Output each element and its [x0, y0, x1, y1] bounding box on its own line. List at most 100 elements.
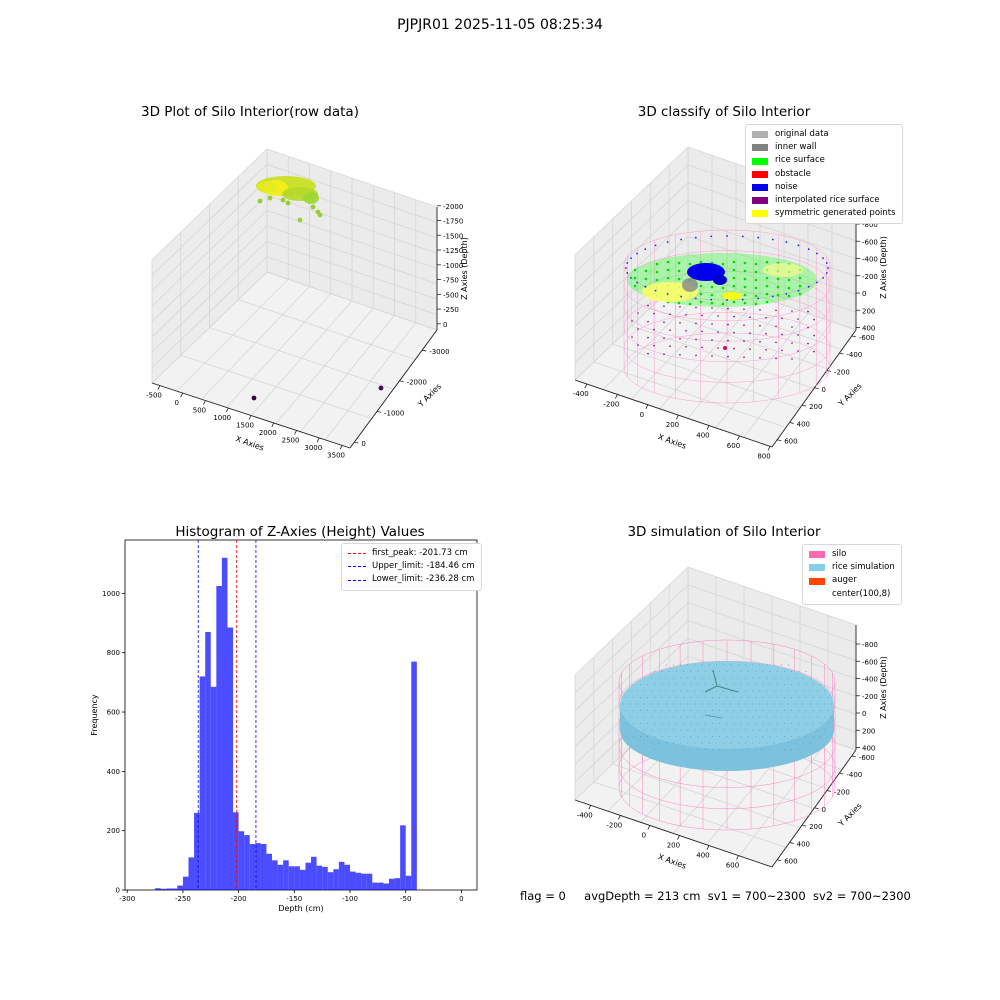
sim-rice-dot: [690, 709, 692, 712]
sim-rice-dot: [730, 664, 732, 666]
sim-rice-dot: [762, 683, 764, 686]
sim-grid-z-back: [687, 602, 857, 662]
sim-rice-dot: [704, 683, 706, 686]
sim-rice-dot: [747, 722, 749, 725]
cls-noise-ring-point: [816, 252, 818, 255]
cls-rice-point: [688, 302, 692, 306]
histogram-bar: [255, 843, 261, 890]
footer-stats: flag = 0 avgDepth = 213 cm sv1 = 700~230…: [520, 889, 911, 903]
sim-y-tick-label: -600: [859, 754, 875, 762]
sim-rice-dot: [733, 735, 735, 738]
sim-rice-dot: [668, 670, 670, 673]
sim-rice-dot: [711, 696, 713, 699]
histogram-bar: [227, 627, 234, 890]
cls-interp-point: [711, 307, 713, 309]
sim-rice-dot: [824, 703, 826, 705]
cls-legend-swatch: [752, 144, 768, 152]
sim-rice-dot: [795, 729, 797, 731]
histogram-bar: [182, 876, 189, 890]
raw-x-tick-label: 2000: [259, 429, 277, 437]
sim-rice-dot: [773, 664, 775, 666]
sim-rice-dot: [733, 696, 735, 699]
sim-rice-dot: [708, 716, 710, 718]
histogram-bar: [221, 557, 228, 890]
sim-rice-dot: [752, 664, 754, 666]
sim-z-tick-label: 0: [862, 710, 866, 718]
sim-rice-dot: [759, 677, 761, 679]
sim-rice-dot: [805, 670, 807, 673]
sim-rice-body: [620, 661, 834, 771]
cls-rice-point: [710, 301, 714, 305]
cls-legend-swatch: [752, 197, 768, 205]
sim-rice-dot: [802, 742, 804, 744]
sim-x-tick: [647, 825, 651, 830]
cls-y-tick-label: -200: [834, 368, 850, 376]
sim-rice-dot: [759, 729, 761, 731]
sim-rice-dot: [716, 677, 718, 679]
sim-rice-dot: [783, 670, 785, 673]
histogram-bar: [171, 888, 178, 890]
sim-rice-dot: [730, 690, 732, 692]
sim-rice-dot: [690, 670, 692, 673]
cls-x-tick-label: 800: [757, 452, 770, 460]
sim-rice-dot: [716, 703, 718, 705]
sim-legend-label: rice simulation: [832, 562, 895, 573]
sim-y-tick-label: -400: [846, 771, 862, 779]
sim-rice-dot: [744, 664, 746, 666]
cls-x-tick-label: 0: [640, 411, 644, 419]
sim-rice-dot: [816, 716, 818, 718]
sim-rice-dot: [783, 735, 785, 738]
raw-grid-z-side: [151, 194, 268, 307]
sim-rice-dot: [737, 664, 739, 666]
histogram-bar: [405, 875, 412, 890]
sim-y-tick: [826, 790, 832, 792]
cls-y-tick-label: 0: [822, 386, 826, 394]
cls-noise-ring-point: [694, 236, 697, 239]
sim-rice-dot: [680, 664, 682, 666]
raw-grid-z-side: [151, 210, 268, 322]
sim-rice-dot: [747, 683, 749, 686]
sim-rice-dot: [776, 683, 778, 686]
cls-interp-point: [717, 315, 719, 317]
sim-rice-dot: [762, 722, 764, 725]
cls-noise-ring-point: [625, 267, 627, 269]
raw-grid-z-side: [151, 271, 268, 384]
sim-rice-dot: [683, 683, 685, 686]
sim-rice-dot: [683, 748, 685, 751]
sim-y-tick: [839, 772, 844, 775]
sim-rice-dot: [697, 722, 699, 725]
histogram-bar: [233, 812, 239, 890]
cls-rice-point: [721, 286, 725, 290]
histogram-bar: [305, 862, 312, 890]
classify-panel: 3D classify of Silo Interior -400 -200 0 20…: [500, 0, 1000, 480]
cls-y-tick: [801, 404, 807, 407]
cls-interp-point: [647, 320, 649, 323]
cls-rice-point: [765, 260, 769, 264]
sim-y-tick-label: 200: [809, 823, 822, 831]
sim-rice-dot: [704, 722, 706, 725]
sim-rice-dot: [795, 690, 797, 692]
cls-z-tick-label: -600: [862, 238, 878, 246]
cls-interp-point: [685, 314, 687, 316]
raw-y-tick-label: -1000: [384, 409, 404, 417]
histogram-title: Histogram of Z-Axies (Height) Values: [175, 524, 425, 540]
raw-x-tick-label: 2500: [282, 436, 300, 444]
sim-rice-dot: [819, 696, 821, 699]
sim-rice-dot: [658, 690, 660, 692]
sim-rice-dot: [675, 670, 677, 673]
cls-interp-point: [727, 307, 729, 310]
sim-rice-dot: [665, 677, 667, 679]
sim-rice-dot: [622, 703, 624, 705]
cls-interp-point: [733, 315, 735, 318]
sim-rice-dot: [755, 748, 757, 751]
cls-interp-point: [679, 306, 681, 308]
cls-legend-label: rice surface: [775, 155, 825, 166]
raw-data-title: 3D Plot of Silo Interior(row data): [141, 104, 359, 120]
cls-interp-point: [647, 336, 649, 339]
sim-rice-dot: [704, 670, 706, 673]
cls-interp-point: [813, 318, 815, 321]
cls-interp-point: [791, 310, 793, 312]
sim-rice-dot: [747, 696, 749, 699]
sim-rice-dot: [737, 677, 739, 679]
histogram-bar: [205, 631, 211, 890]
